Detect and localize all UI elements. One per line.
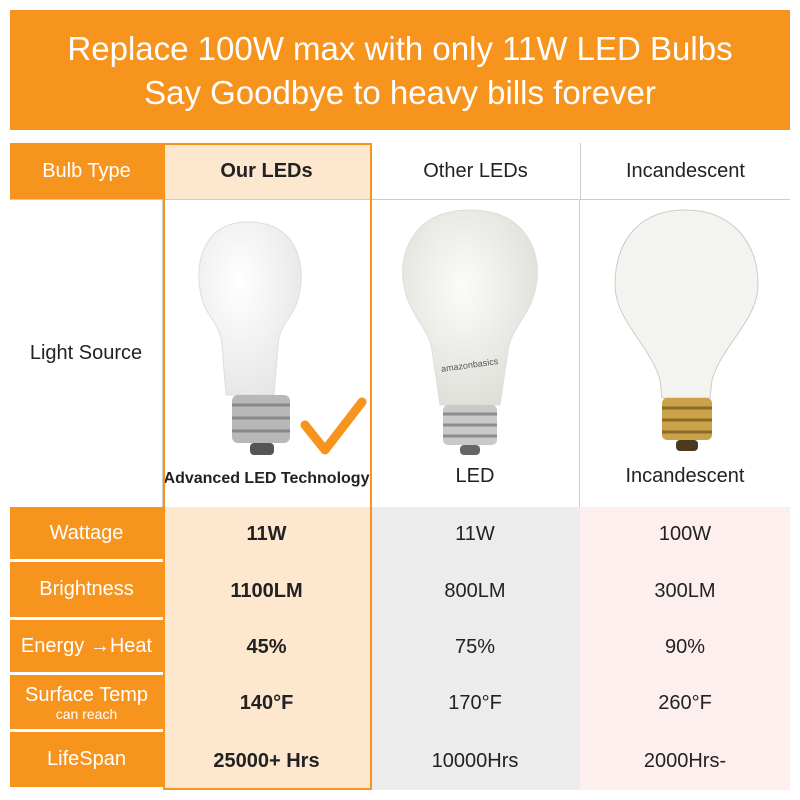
banner-line: Say Goodbye to heavy bills forever bbox=[144, 74, 656, 111]
column-header: Bulb Type bbox=[10, 143, 163, 200]
row-label: Energy →Heat bbox=[10, 620, 163, 675]
other-bulb: amazonbasics bbox=[402, 209, 538, 455]
value-cell: 800LM bbox=[370, 562, 580, 620]
column-header: Our LEDs bbox=[163, 143, 370, 200]
value-cell: 100W bbox=[580, 507, 790, 562]
value-cell: 300LM bbox=[580, 562, 790, 620]
banner-line: Replace 100W max with only 11W LED Bulbs bbox=[67, 30, 733, 67]
led-bulb bbox=[198, 221, 302, 455]
value-cell: 260°F bbox=[580, 675, 790, 732]
row-label: Wattage bbox=[10, 507, 163, 562]
row-label: Brightness bbox=[10, 562, 163, 620]
row-label: Surface Temp can reach bbox=[10, 675, 163, 732]
row-label-text: Surface Temp bbox=[24, 683, 149, 706]
column-header: Incandescent bbox=[580, 143, 790, 200]
row-label-text: Energy →Heat bbox=[20, 634, 153, 657]
value-cell: 1100LM bbox=[163, 562, 370, 620]
row-label: LifeSpan bbox=[10, 732, 163, 790]
value-cell: 170°F bbox=[370, 675, 580, 732]
value-cell: 140°F bbox=[163, 675, 370, 732]
caption: Advanced LED Technology bbox=[163, 470, 370, 487]
row-label-text: Brightness bbox=[39, 578, 134, 600]
value-cell: 45% bbox=[163, 620, 370, 675]
row-label-text: LifeSpan bbox=[47, 748, 126, 770]
row-label-text: Wattage bbox=[49, 521, 124, 544]
value-cell: 90% bbox=[580, 620, 790, 675]
value-cell: 2000Hrs- bbox=[580, 732, 790, 790]
caption: LED bbox=[455, 464, 495, 487]
row-sublabel: can reach bbox=[55, 705, 118, 722]
value-cell: 25000+ Hrs bbox=[163, 732, 370, 790]
value-cell: 11W bbox=[163, 507, 370, 562]
checkmark bbox=[300, 397, 367, 455]
value-cell: 75% bbox=[370, 620, 580, 675]
incandescent-bulb bbox=[614, 209, 759, 451]
value-cell: 10000Hrs bbox=[370, 732, 580, 790]
banner: Replace 100W max with only 11W LED Bulbs… bbox=[10, 10, 790, 130]
caption: Incandescent bbox=[625, 464, 745, 487]
row-label: Light Source bbox=[10, 200, 163, 507]
value-cell: 11W bbox=[370, 507, 580, 562]
